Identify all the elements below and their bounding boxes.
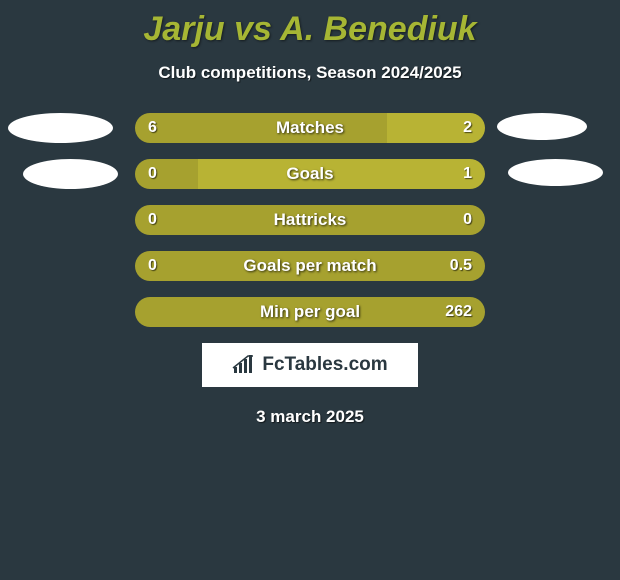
row-label: Min per goal [135, 297, 485, 327]
fctables-logo[interactable]: FcTables.com [202, 343, 418, 387]
row-label: Hattricks [135, 205, 485, 235]
stat-row: 0 0 Hattricks [0, 205, 620, 235]
row-label: Matches [135, 113, 485, 143]
logo-text: FcTables.com [262, 354, 387, 376]
row-label: Goals [135, 159, 485, 189]
comparison-title: Jarju vs A. Benediuk [0, 0, 620, 49]
stat-row: 0 0.5 Goals per match [0, 251, 620, 281]
chart-bars-icon [232, 355, 256, 375]
stat-row: 0 1 Goals [0, 159, 620, 189]
row-label: Goals per match [135, 251, 485, 281]
comparison-subtitle: Club competitions, Season 2024/2025 [0, 63, 620, 83]
stat-row: 262 Min per goal [0, 297, 620, 327]
date-label: 3 march 2025 [0, 407, 620, 427]
comparison-chart: 6 2 Matches 0 1 Goals 0 0 Hattricks 0 0.… [0, 113, 620, 327]
stat-row: 6 2 Matches [0, 113, 620, 143]
